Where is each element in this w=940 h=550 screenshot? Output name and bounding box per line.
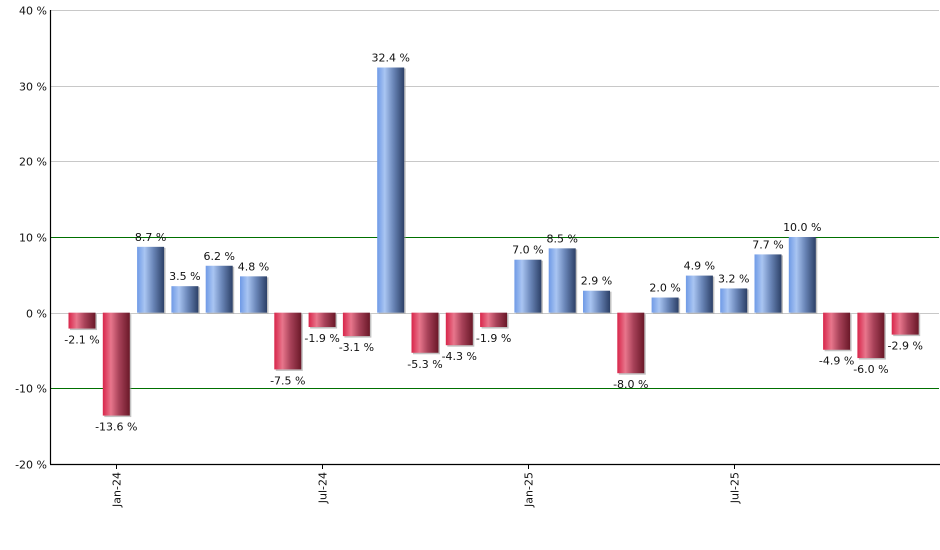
bar-mar-24 xyxy=(171,286,199,313)
data-label: -6.0 % xyxy=(853,363,888,376)
bar-jun-25 xyxy=(685,275,713,313)
bar-jan-24 xyxy=(102,312,130,416)
data-label: -5.3 % xyxy=(407,358,442,371)
data-label: 8.5 % xyxy=(546,232,577,245)
bar-feb-25 xyxy=(548,248,576,313)
bar-dec-24 xyxy=(480,312,508,328)
bar-apr-24 xyxy=(205,265,233,313)
x-tick-label: Jul-25 xyxy=(729,472,742,504)
y-tick-label: -10 % xyxy=(15,383,47,396)
data-label: 7.7 % xyxy=(752,238,783,251)
bar-aug-24 xyxy=(342,312,370,337)
bar-sep-24 xyxy=(377,67,405,313)
data-label: -13.6 % xyxy=(95,421,137,434)
data-label: -4.3 % xyxy=(442,350,477,363)
bar-sep-25 xyxy=(788,237,816,313)
bar-jun-24 xyxy=(274,312,302,370)
data-label: -4.9 % xyxy=(819,355,854,368)
data-label: -2.9 % xyxy=(887,340,922,353)
y-tick-label: 0 % xyxy=(26,308,47,321)
x-axis-ticks: Jan-24 Jul-24 Jan-25 Jul-25 xyxy=(111,464,742,508)
bars xyxy=(68,67,921,418)
data-label: 6.2 % xyxy=(203,250,234,263)
data-label: -1.9 % xyxy=(476,332,511,345)
bar-nov-24 xyxy=(445,312,473,346)
y-tick-label: 20 % xyxy=(19,156,47,169)
y-tick-label: 30 % xyxy=(19,81,47,94)
y-tick-label: 10 % xyxy=(19,232,47,245)
x-tick-label: Jan-25 xyxy=(523,472,536,508)
data-label: 2.9 % xyxy=(581,275,612,288)
x-tick-label: Jan-24 xyxy=(111,472,124,508)
bar-jul-24 xyxy=(308,312,336,328)
data-label: -2.1 % xyxy=(64,334,99,347)
bar-jul-25 xyxy=(720,288,748,313)
bar-dec-23 xyxy=(68,312,96,329)
bar-may-25 xyxy=(651,297,679,313)
bar-may-24 xyxy=(240,276,267,313)
bar-mar-25 xyxy=(583,290,610,313)
y-axis-ticks: 40 % 30 % 20 % 10 % 0 % -10 % -20 % xyxy=(15,5,47,472)
data-label: 2.0 % xyxy=(649,282,680,295)
bar-dec-25 xyxy=(891,312,919,335)
data-label: 10.0 % xyxy=(783,221,821,234)
x-tick-label: Jul-24 xyxy=(317,472,330,504)
bar-apr-25 xyxy=(617,312,645,374)
data-label: 4.8 % xyxy=(238,260,269,273)
bar-nov-25 xyxy=(857,312,885,359)
data-label: -7.5 % xyxy=(270,374,305,387)
data-label: -1.9 % xyxy=(304,332,339,345)
bar-oct-24 xyxy=(411,312,439,353)
data-label: 7.0 % xyxy=(512,244,543,257)
axes xyxy=(49,10,940,466)
data-label: -8.0 % xyxy=(613,378,648,391)
bar-jan-25 xyxy=(514,259,542,313)
y-tick-label: 40 % xyxy=(19,5,47,18)
data-labels: -2.1 % -13.6 % 8.7 % 3.5 %6.2 % 4.8 % -7.5 % -… xyxy=(64,52,923,434)
data-label: -3.1 % xyxy=(339,341,374,354)
data-label: 8.7 % xyxy=(135,231,166,244)
data-label: 32.4 % xyxy=(371,52,409,65)
bar-aug-25 xyxy=(754,254,782,313)
bar-feb-24 xyxy=(137,246,165,313)
data-label: 3.5 % xyxy=(169,270,200,283)
data-label: 3.2 % xyxy=(718,272,749,285)
bar-oct-25 xyxy=(823,312,851,350)
y-tick-label: -20 % xyxy=(15,459,47,472)
data-label: 4.9 % xyxy=(684,260,715,273)
